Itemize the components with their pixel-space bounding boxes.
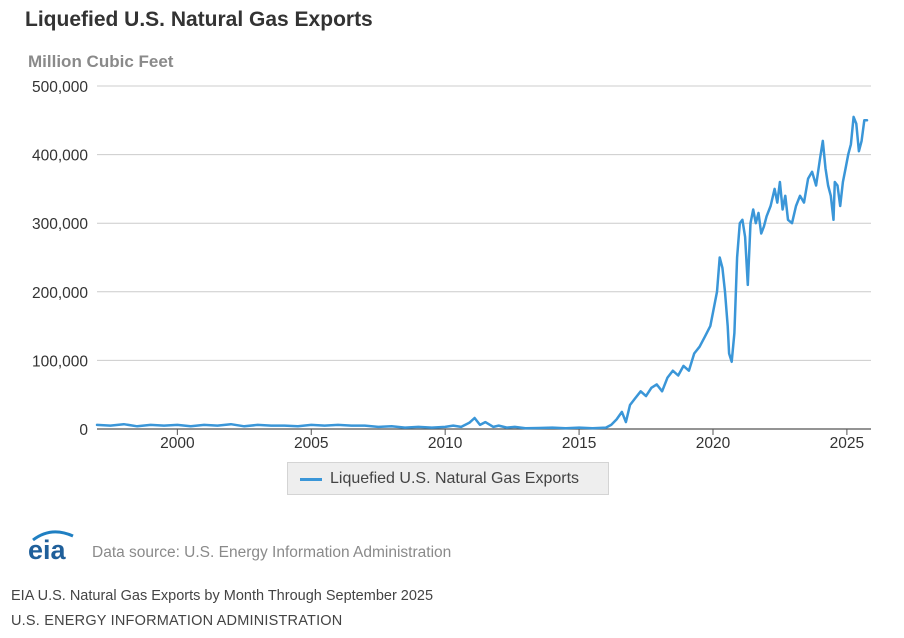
figure-credit: U.S. ENERGY INFORMATION ADMINISTRATION — [11, 613, 343, 629]
y-tick-label: 200,000 — [32, 285, 88, 302]
data-source: Data source: U.S. Energy Information Adm… — [92, 544, 452, 561]
legend-label: Liquefied U.S. Natural Gas Exports — [330, 470, 580, 487]
x-tick-label: 2025 — [830, 435, 864, 452]
logo-arc — [32, 530, 74, 542]
figure-caption: EIA U.S. Natural Gas Exports by Month Th… — [11, 588, 434, 604]
y-tick-label: 500,000 — [32, 79, 88, 96]
x-tick-label: 2005 — [294, 435, 328, 452]
y-tick-label: 100,000 — [32, 353, 88, 370]
chart-title: Liquefied U.S. Natural Gas Exports — [25, 8, 373, 31]
logo-text: eia — [28, 535, 67, 562]
x-tick-label: 2015 — [562, 435, 596, 452]
gridlines — [97, 85, 871, 430]
legend-swatch — [300, 478, 322, 481]
series-group — [95, 115, 869, 430]
chart-legend[interactable]: Liquefied U.S. Natural Gas Exports — [287, 462, 609, 495]
y-tick-label: 0 — [79, 422, 88, 439]
x-axis-ticks: 2000 2005 2010 2015 2020 2025 — [160, 429, 864, 452]
y-tick-label: 300,000 — [32, 216, 88, 233]
y-tick-label: 400,000 — [32, 148, 88, 165]
x-tick-label: 2010 — [428, 435, 463, 452]
series-line-lng-exports — [95, 115, 869, 430]
line-chart: 0 100,000 200,000 300,000 400,000 500,000 200… — [32, 79, 871, 452]
x-tick-label: 2000 — [160, 435, 195, 452]
eia-logo: eia — [28, 530, 74, 562]
y-axis-ticks: 0 100,000 200,000 300,000 400,000 500,000 — [32, 79, 88, 439]
x-tick-label: 2020 — [696, 435, 731, 452]
y-axis-units-label: Million Cubic Feet — [28, 52, 174, 71]
